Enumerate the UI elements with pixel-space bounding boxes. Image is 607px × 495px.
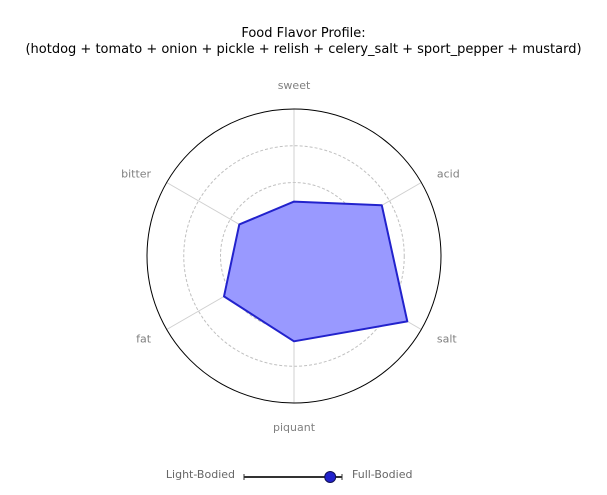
axis-label-fat: fat [136, 333, 152, 346]
body-slider[interactable]: Light-Bodied Full-Bodied [166, 468, 413, 483]
chart-title-line-2: (hotdog + tomato + onion + pickle + reli… [25, 42, 581, 57]
slider-left-label: Light-Bodied [166, 468, 235, 481]
flavor-profile-area [223, 200, 409, 343]
axis-label-bitter: bitter [121, 168, 151, 181]
radar-ring-3 [183, 145, 405, 367]
axis-label-piquant: piquant [273, 421, 316, 434]
axis-label-salt: salt [437, 333, 458, 346]
axis-label-acid: acid [437, 168, 460, 181]
slider-handle[interactable] [324, 471, 337, 483]
radar-axis-labels: sweet acid salt piquant fat bitter [121, 79, 460, 434]
radar-data [223, 200, 409, 343]
chart-title-line-1: Food Flavor Profile: [241, 26, 365, 41]
slider-right-label: Full-Bodied [352, 468, 412, 481]
radar-outer-ring [146, 108, 442, 404]
axis-label-sweet: sweet [278, 79, 311, 92]
